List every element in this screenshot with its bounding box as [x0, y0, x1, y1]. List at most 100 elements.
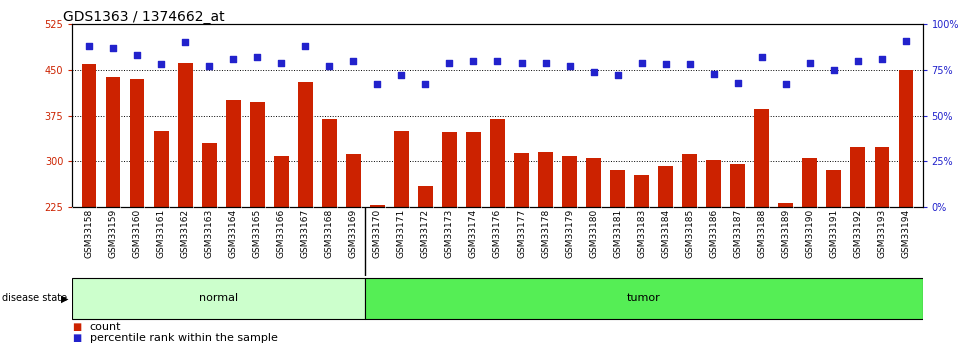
Bar	[611, 170, 625, 207]
Bar	[706, 160, 721, 207]
Point	[370, 82, 385, 87]
Text: GSM33162: GSM33162	[181, 208, 189, 257]
Bar	[898, 70, 913, 207]
Text: ■: ■	[72, 322, 82, 332]
Point	[898, 38, 914, 43]
Point	[394, 72, 410, 78]
Bar	[514, 153, 528, 207]
Text: GSM33167: GSM33167	[300, 208, 310, 258]
Text: GSM33194: GSM33194	[901, 208, 910, 257]
Text: GSM33170: GSM33170	[373, 208, 382, 258]
Point	[585, 69, 601, 75]
Bar	[659, 166, 672, 207]
Point	[154, 62, 169, 67]
Text: normal: normal	[199, 293, 239, 303]
Bar	[586, 158, 601, 207]
Point	[730, 80, 746, 86]
Bar	[72, 278, 365, 319]
Point	[562, 63, 578, 69]
Text: GSM33169: GSM33169	[349, 208, 358, 258]
Bar	[202, 143, 216, 207]
Bar	[538, 151, 553, 207]
Text: GSM33177: GSM33177	[517, 208, 526, 258]
Text: tumor: tumor	[627, 293, 661, 303]
Text: GSM33172: GSM33172	[421, 208, 430, 257]
Point	[826, 67, 841, 72]
Bar	[365, 278, 923, 319]
Text: GSM33190: GSM33190	[806, 208, 814, 258]
Point	[466, 58, 481, 63]
Bar	[803, 158, 817, 207]
Text: GSM33178: GSM33178	[541, 208, 550, 258]
Text: GSM33188: GSM33188	[757, 208, 766, 258]
Point	[226, 56, 242, 62]
Point	[634, 60, 649, 65]
Text: percentile rank within the sample: percentile rank within the sample	[90, 333, 277, 343]
Bar	[82, 64, 97, 207]
Text: GSM33185: GSM33185	[685, 208, 695, 258]
Text: GSM33163: GSM33163	[205, 208, 213, 258]
Text: GSM33179: GSM33179	[565, 208, 574, 258]
Bar	[370, 205, 384, 207]
Text: GSM33181: GSM33181	[613, 208, 622, 258]
Point	[441, 60, 457, 65]
Text: GSM33191: GSM33191	[829, 208, 838, 258]
Bar	[130, 79, 145, 207]
Text: GSM33187: GSM33187	[733, 208, 742, 258]
Point	[105, 45, 121, 51]
Point	[178, 40, 193, 45]
Bar	[394, 131, 409, 207]
Bar	[491, 119, 504, 207]
Point	[202, 63, 217, 69]
Bar	[467, 132, 481, 207]
Point	[850, 58, 866, 63]
Bar	[298, 82, 313, 207]
Bar	[178, 62, 192, 207]
Point	[802, 60, 817, 65]
Bar	[682, 154, 696, 207]
Bar	[562, 156, 577, 207]
Point	[249, 54, 265, 60]
Point	[346, 58, 361, 63]
Text: ▶: ▶	[61, 294, 69, 303]
Bar	[106, 77, 121, 207]
Point	[610, 72, 625, 78]
Text: GSM33171: GSM33171	[397, 208, 406, 258]
Bar	[418, 186, 433, 207]
Point	[490, 58, 505, 63]
Bar	[226, 100, 241, 207]
Text: count: count	[90, 322, 122, 332]
Bar	[827, 170, 840, 207]
Text: GSM33183: GSM33183	[637, 208, 646, 258]
Text: GSM33159: GSM33159	[109, 208, 118, 258]
Bar	[274, 156, 289, 207]
Text: GSM33184: GSM33184	[661, 208, 670, 257]
Text: GSM33161: GSM33161	[156, 208, 166, 258]
Text: GSM33192: GSM33192	[853, 208, 863, 257]
Text: GSM33193: GSM33193	[877, 208, 886, 258]
Point	[514, 60, 529, 65]
Text: GSM33165: GSM33165	[253, 208, 262, 258]
Bar	[155, 131, 168, 207]
Text: GSM33164: GSM33164	[229, 208, 238, 257]
Text: GSM33173: GSM33173	[445, 208, 454, 258]
Text: GSM33174: GSM33174	[469, 208, 478, 257]
Point	[874, 56, 890, 62]
Bar	[323, 119, 336, 207]
Point	[778, 82, 793, 87]
Bar	[346, 154, 360, 207]
Point	[538, 60, 554, 65]
Point	[129, 52, 145, 58]
Point	[322, 63, 337, 69]
Bar	[779, 203, 793, 207]
Text: GSM33186: GSM33186	[709, 208, 718, 258]
Text: GSM33166: GSM33166	[277, 208, 286, 258]
Point	[682, 62, 697, 67]
Bar	[730, 164, 745, 207]
Bar	[635, 175, 649, 207]
Text: disease state: disease state	[2, 294, 67, 303]
Point	[706, 71, 722, 76]
Text: GDS1363 / 1374662_at: GDS1363 / 1374662_at	[63, 10, 224, 24]
Text: GSM33189: GSM33189	[781, 208, 790, 258]
Text: GSM33176: GSM33176	[493, 208, 502, 258]
